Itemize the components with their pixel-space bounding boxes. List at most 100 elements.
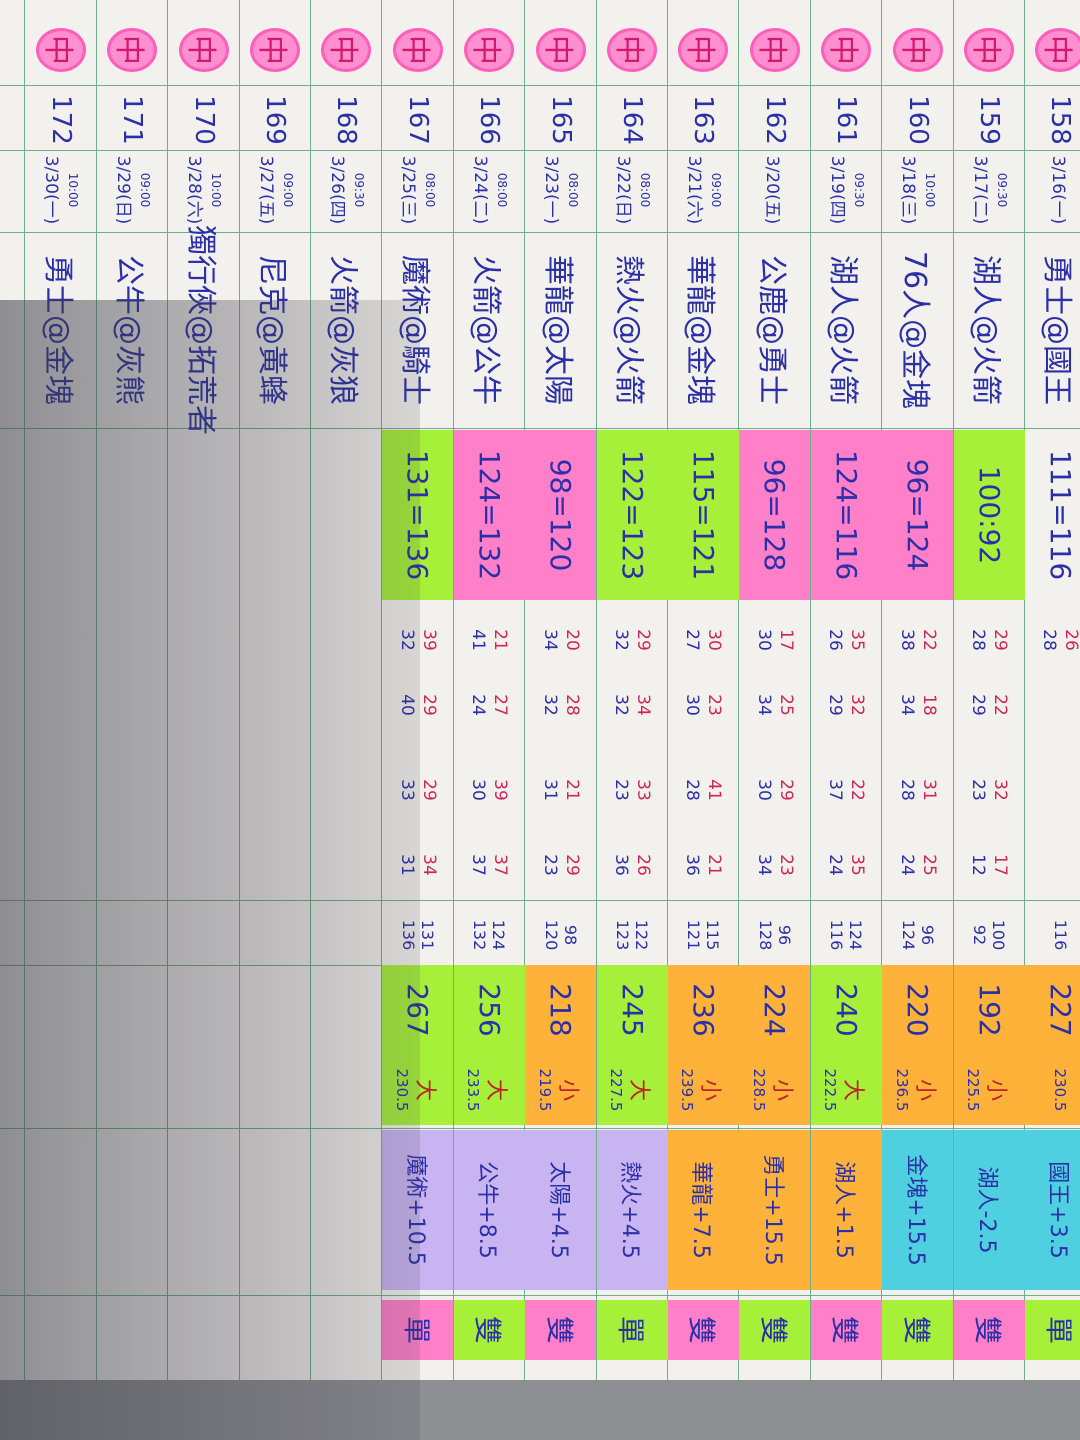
quarter-points: 24 bbox=[468, 694, 489, 716]
spread: 湖人-2.5 bbox=[953, 1130, 1025, 1290]
table-row: 中 163 09:00 3/21(六) 華龍@金塊 115=121 30 27 23 30 41 28… bbox=[667, 0, 739, 1380]
quarter-score: 21 36 bbox=[668, 830, 739, 900]
quarter-points: 29 bbox=[418, 694, 439, 716]
over-under: 大 bbox=[840, 1078, 866, 1101]
mark-text: 中 bbox=[607, 28, 658, 72]
game-date: 3/17(二) bbox=[969, 155, 990, 225]
total-points: 220 bbox=[882, 965, 954, 1055]
date-cell: 10:00 3/28(六) bbox=[168, 150, 239, 230]
date-cell: 09:30 3/19(四) bbox=[811, 150, 882, 230]
quarter-score: 34 31 bbox=[382, 830, 453, 900]
game-time: 09:00 bbox=[137, 172, 152, 208]
over-under: 小 bbox=[554, 1078, 580, 1101]
mark-text: 中 bbox=[892, 28, 943, 72]
quarter-points: 32 bbox=[847, 694, 868, 716]
quarter-points: 23 bbox=[968, 779, 989, 801]
total-points: 224 bbox=[739, 965, 811, 1055]
date-cell: 08:00 3/23(一) bbox=[525, 150, 596, 230]
spread: 湖人+1.5 bbox=[810, 1130, 882, 1290]
final-score: 98=120 bbox=[525, 430, 597, 600]
quarter-points: 28 bbox=[561, 694, 582, 716]
mark-text: 中 bbox=[749, 28, 800, 72]
odd-even: 單 bbox=[596, 1300, 668, 1360]
quarter-points: 18 bbox=[918, 694, 939, 716]
quarter-score: 29 23 bbox=[525, 830, 596, 900]
game-time: 09:00 bbox=[709, 172, 723, 208]
table-row: 中 158 3/16(一) 勇士@國王 111=116 26 28 116 227 230.5 國王… bbox=[1024, 0, 1080, 1380]
game-time: 09:30 bbox=[851, 172, 866, 208]
row-mark: 中 bbox=[525, 28, 596, 72]
game-number: 162 bbox=[759, 95, 790, 145]
quarter-points: 34 bbox=[753, 854, 774, 876]
game-time: 10:00 bbox=[209, 172, 224, 208]
matchup: 公鹿@勇士 bbox=[753, 255, 789, 405]
game-time: 08:00 bbox=[494, 172, 509, 208]
total-line: 228.5 bbox=[749, 1068, 768, 1112]
table-row: 中 171 09:00 3/29(日) 公牛@灰熊 bbox=[95, 0, 168, 1380]
date-cell: 09:00 3/29(日) bbox=[97, 150, 168, 230]
odd-even: 雙 bbox=[668, 1300, 739, 1360]
game-time: 09:30 bbox=[994, 172, 1009, 208]
final-score: 131=136 bbox=[382, 430, 454, 600]
quarter-points: 29 bbox=[561, 854, 582, 876]
quarter-points: 35 bbox=[847, 629, 868, 651]
quarter-points: 21 bbox=[561, 779, 582, 801]
matchup: 火箭@灰狼 bbox=[325, 255, 361, 405]
date-cell: 09:30 3/17(二) bbox=[954, 150, 1025, 230]
matchup: 勇士@金塊 bbox=[39, 255, 75, 405]
quarter-points: 28 bbox=[968, 629, 989, 651]
over-under: 小 bbox=[768, 1078, 794, 1101]
quarter-points: 32 bbox=[539, 694, 560, 716]
quarter-points: 23 bbox=[775, 854, 796, 876]
quarter-points: 22 bbox=[990, 694, 1011, 716]
matchup: 魔術@騎士 bbox=[396, 255, 432, 405]
quarter-score: 32 29 bbox=[811, 670, 882, 740]
quarter-score: 37 37 bbox=[454, 830, 525, 900]
table-row: 中 165 08:00 3/23(一) 華龍@太陽 98=120 20 34 28 32 21 31 2… bbox=[524, 0, 597, 1380]
quarter-score: 26 28 bbox=[1025, 605, 1080, 675]
game-date: 3/28(六) bbox=[184, 155, 205, 225]
quarter-score: 23 30 bbox=[668, 670, 739, 740]
quarter-points: 36 bbox=[682, 854, 703, 876]
quarter-score: 29 30 bbox=[739, 755, 810, 825]
quarter-score: 22 38 bbox=[882, 605, 953, 675]
game-time: 08:00 bbox=[423, 172, 438, 208]
table-row: 中 166 08:00 3/24(二) 火箭@公牛 124=132 21 41 27 24 39 30… bbox=[452, 0, 525, 1380]
total-points: 245 bbox=[596, 965, 668, 1055]
game-number: 165 bbox=[545, 95, 576, 145]
total-points: 240 bbox=[810, 965, 882, 1055]
odd-even: 單 bbox=[1025, 1300, 1080, 1360]
quarter-score: 34 32 bbox=[597, 670, 668, 740]
total-line: 225.5 bbox=[964, 1068, 983, 1112]
final-score: 96=124 bbox=[882, 430, 954, 600]
team-total: 120 bbox=[541, 919, 561, 951]
quarter-score: 29 40 bbox=[382, 670, 453, 740]
table-row: 中 162 3/20(五) 公鹿@勇士 96=128 17 30 25 34 29 30 23 34 96… bbox=[738, 0, 811, 1380]
team-totals: 96 128 bbox=[739, 905, 810, 965]
game-date: 3/25(三) bbox=[398, 155, 419, 225]
final-score: 111=116 bbox=[1044, 449, 1077, 581]
notebook-page: 中 158 3/16(一) 勇士@國王 111=116 26 28 116 227 230.5 國王… bbox=[0, 0, 1080, 1380]
quarter-points: 24 bbox=[825, 854, 846, 876]
mark-text: 中 bbox=[178, 28, 229, 72]
team-totals: 100 92 bbox=[954, 905, 1025, 965]
final-score: 124=132 bbox=[453, 430, 525, 600]
team-total: 115 bbox=[703, 919, 723, 951]
game-date: 3/19(四) bbox=[826, 155, 847, 225]
total-line: 239.5 bbox=[678, 1068, 697, 1112]
line-cell: 小 225.5 bbox=[953, 1055, 1025, 1125]
over-under: 小 bbox=[697, 1078, 723, 1101]
quarter-score: 39 32 bbox=[382, 605, 453, 675]
game-number: 170 bbox=[188, 95, 219, 145]
team-total: 136 bbox=[398, 919, 418, 951]
game-number: 163 bbox=[688, 95, 719, 145]
spread: 華龍+7.5 bbox=[668, 1130, 739, 1290]
quarter-points: 31 bbox=[396, 854, 417, 876]
line-cell: 230.5 bbox=[1025, 1055, 1080, 1125]
game-time: 08:00 bbox=[566, 172, 581, 208]
quarter-points: 26 bbox=[1061, 629, 1080, 651]
total-line: 219.5 bbox=[535, 1068, 554, 1112]
over-under: 大 bbox=[411, 1078, 437, 1101]
game-time: 10:00 bbox=[66, 172, 81, 208]
